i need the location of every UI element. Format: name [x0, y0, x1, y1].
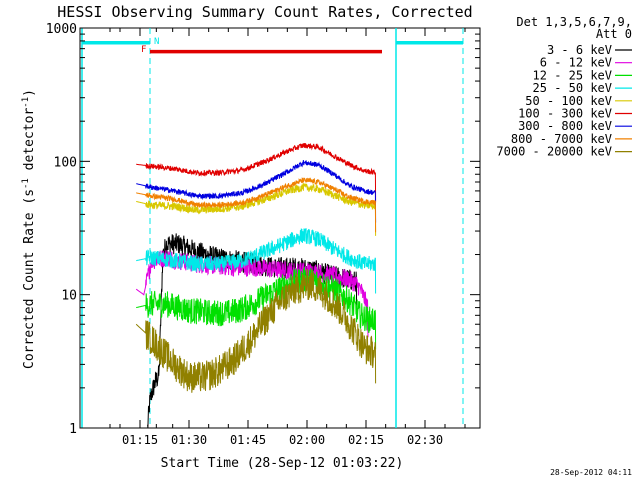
y-tick-label: 100 — [54, 155, 77, 170]
y-label-sup1: -1 — [21, 178, 31, 189]
series-line — [136, 182, 377, 236]
y-label-part3: ) — [22, 89, 37, 97]
legend-entry-label: 50 - 100 keV — [525, 94, 612, 108]
y-tick-label: 1 — [69, 422, 77, 437]
legend-header-1: Det 1,3,5,6,7,9, — [516, 15, 632, 29]
y-label-part1: Corrected Count Rate (s — [22, 189, 37, 369]
legend-entry-label: 800 - 7000 keV — [511, 132, 612, 146]
x-tick-label: 01:30 — [171, 433, 207, 447]
series-line — [135, 250, 369, 338]
y-axis-label: Corrected Count Rate (s-1 detector-1) — [21, 89, 37, 369]
x-tick-label: 01:45 — [230, 433, 266, 447]
y-label-sup2: -1 — [21, 97, 31, 108]
legend-entry-label: 7000 - 20000 keV — [496, 145, 612, 159]
x-tick-label: 02:00 — [289, 433, 325, 447]
x-axis-ticks: 01:15 01:30 01:45 02:00 02:15 02:30 — [109, 28, 466, 447]
x-tick-label: 02:15 — [348, 433, 384, 447]
series-line — [135, 269, 377, 393]
timestamp: 28-Sep-2012 04:11 — [550, 468, 632, 477]
legend-entry-label: 6 - 12 keV — [540, 56, 612, 70]
series-line — [147, 233, 358, 429]
series-line — [136, 228, 377, 294]
plot-frame — [79, 27, 481, 429]
x-tick-label: 01:15 — [122, 433, 158, 447]
series-line — [136, 142, 377, 203]
plot-area: FN — [79, 27, 481, 429]
legend-entry-label: 300 - 800 keV — [518, 119, 612, 133]
flag-label-n: N — [154, 37, 159, 47]
series-line — [136, 160, 377, 223]
legend-entry-label: 3 - 6 keV — [547, 43, 612, 57]
legend-entry-label: 12 - 25 keV — [533, 68, 612, 82]
legend-entry-label: 100 - 300 keV — [518, 107, 612, 121]
y-tick-label: 1000 — [46, 22, 77, 37]
y-tick-label: 10 — [61, 289, 77, 304]
y-axis-ticks: 1 10 100 1000 — [46, 22, 480, 437]
series-line — [136, 177, 377, 233]
series-line — [136, 266, 377, 350]
x-axis-label: Start Time (28-Sep-12 01:03:22) — [161, 456, 404, 471]
chart-title: HESSI Observing Summary Count Rates, Cor… — [57, 3, 472, 21]
y-label-part2: detector — [22, 108, 37, 179]
flag-label-f: F — [141, 45, 146, 55]
legend-header-2: Att 0 — [596, 27, 632, 41]
legend-entry-label: 25 - 50 keV — [533, 81, 612, 95]
x-tick-label: 02:30 — [407, 433, 443, 447]
